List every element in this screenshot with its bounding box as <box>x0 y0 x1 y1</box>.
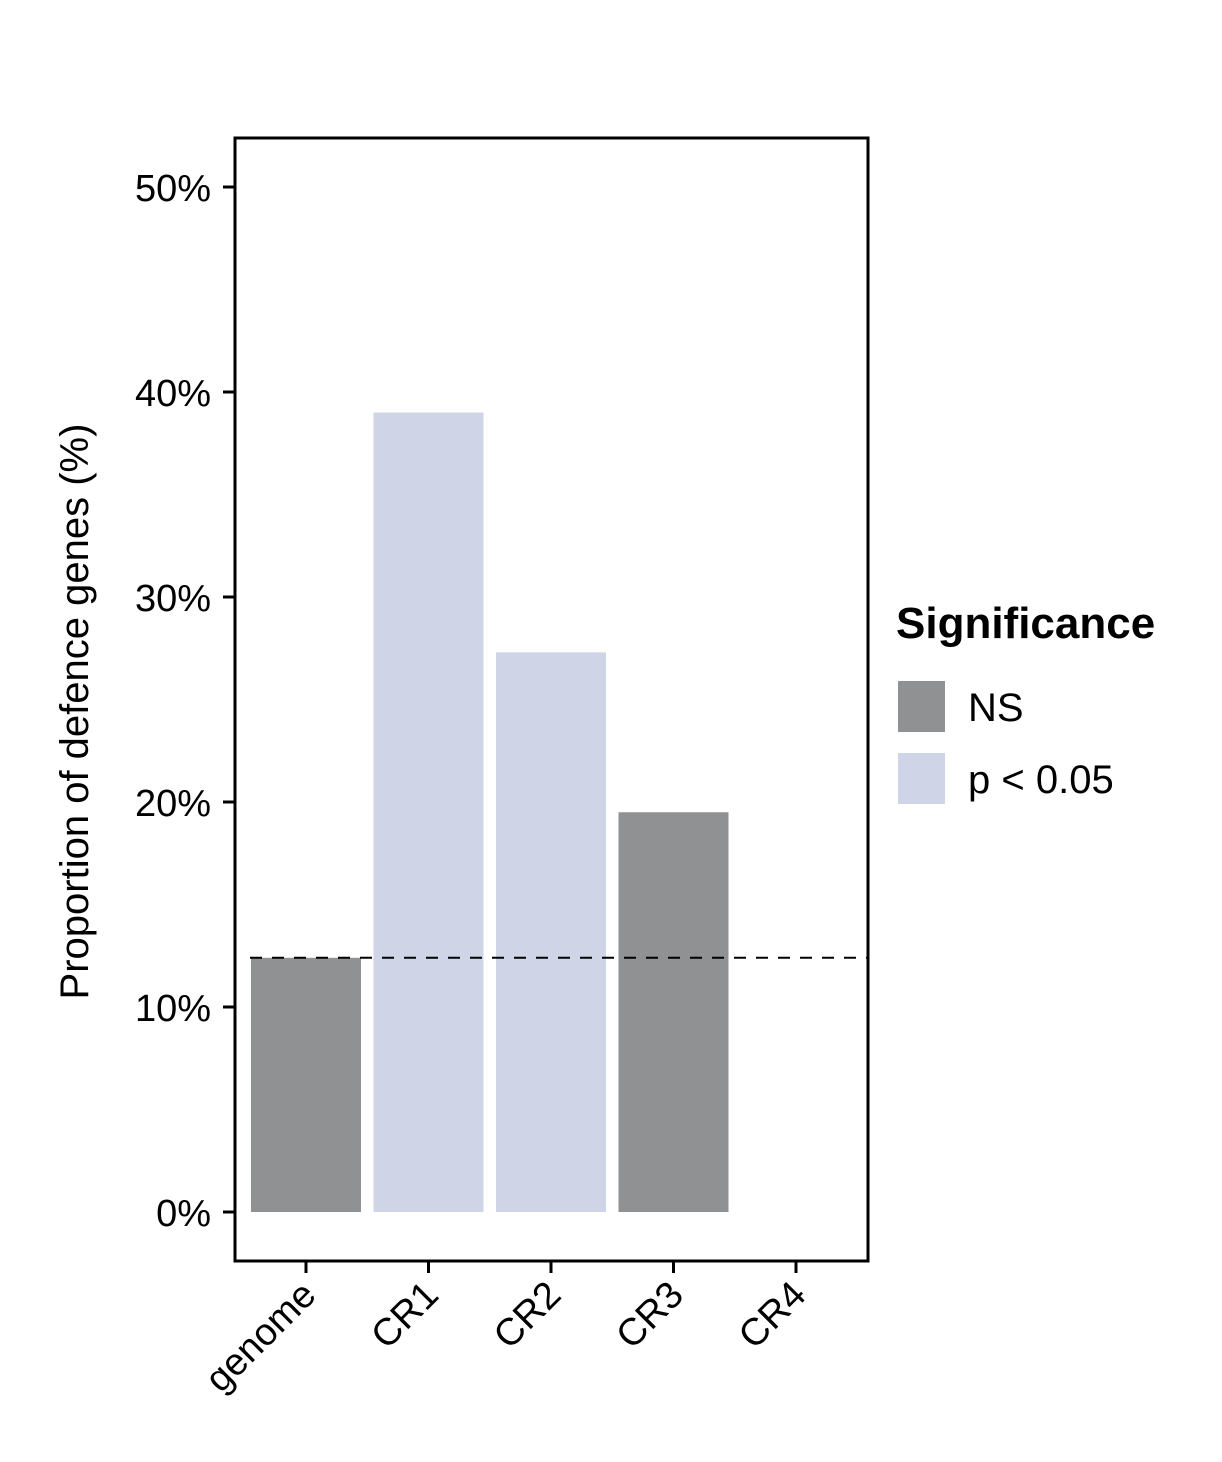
bar-cr1 <box>373 412 484 1212</box>
legend-label-ns: NS <box>968 686 1024 730</box>
x-tick-label-genome: genome <box>198 1274 325 1401</box>
y-tick-label-40: 40% <box>135 373 211 415</box>
bar-genome <box>251 957 361 1212</box>
bar-cr3 <box>618 812 729 1212</box>
bar-cr2 <box>496 652 606 1212</box>
legend-label-p-0-05: p < 0.05 <box>968 758 1114 802</box>
y-tick-label-50: 50% <box>135 168 211 210</box>
y-axis-title: Proportion of defence genes (%) <box>53 424 97 1000</box>
x-tick-label-cr4: CR4 <box>731 1274 814 1357</box>
legend: Significance NS p < 0.05 <box>896 599 1155 804</box>
legend-swatch-ns <box>898 681 945 732</box>
x-axis: genome CR1 CR2 CR3 CR4 <box>198 1261 814 1401</box>
x-tick-label-cr1: CR1 <box>363 1274 446 1357</box>
y-tick-label-10: 10% <box>135 988 211 1030</box>
y-tick-label-20: 20% <box>135 783 211 825</box>
y-axis: 0% 10% 20% 30% 40% 50% <box>135 168 235 1235</box>
y-tick-label-0: 0% <box>156 1193 211 1235</box>
legend-items: NS p < 0.05 <box>898 681 1114 804</box>
x-tick-label-cr2: CR2 <box>486 1274 569 1357</box>
legend-title: Significance <box>896 599 1155 648</box>
x-tick-label-cr3: CR3 <box>608 1274 691 1357</box>
y-tick-label-30: 30% <box>135 578 211 620</box>
legend-swatch-p-0-05 <box>898 753 945 804</box>
bars-layer <box>251 412 729 1212</box>
